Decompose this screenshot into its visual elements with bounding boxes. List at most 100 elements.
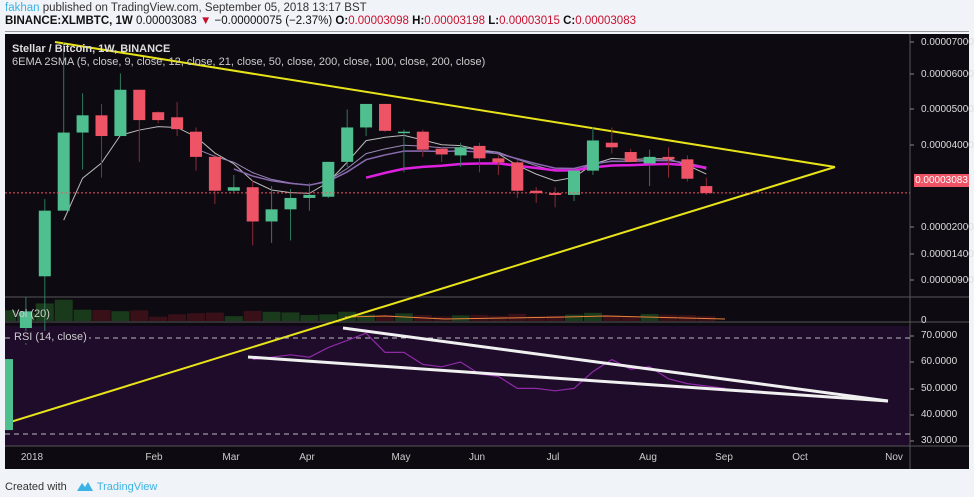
rsi-trendline-lower: [247, 355, 889, 403]
candle-body: [662, 156, 675, 160]
time-axis-label: Jun: [468, 452, 486, 463]
candle-body: [624, 152, 637, 162]
candle-body: [303, 194, 316, 198]
volume-bar: [621, 316, 640, 321]
open-value: 0.00003098: [348, 15, 409, 27]
volume-bar: [130, 310, 149, 321]
tradingview-logo-icon: [76, 482, 93, 491]
low-label: L:: [488, 15, 500, 27]
chart-area[interactable]: Stellar / Bitcoin, 1W, BINANCE 6EMA 2SMA…: [5, 34, 974, 469]
chart-title: Stellar / Bitcoin, 1W, BINANCE: [12, 43, 171, 55]
author-link[interactable]: fakhan: [5, 2, 40, 14]
volume-bar: [205, 312, 224, 321]
time-axis-label: Apr: [299, 452, 315, 463]
time-axis-label: May: [391, 452, 411, 463]
candle-body: [586, 140, 599, 171]
created-with-text: Created with: [5, 481, 67, 493]
volume-bar: [357, 314, 376, 321]
volume-bar: [546, 315, 565, 321]
time-axis-label: Feb: [145, 452, 163, 463]
candle-body: [473, 145, 486, 159]
volume-bar: [583, 312, 602, 321]
symbol: BINANCE:XLMBTC, 1W: [5, 15, 133, 27]
candle-body: [322, 161, 335, 197]
tradingview-link[interactable]: TradingView: [96, 481, 158, 493]
rsi-axis-label: 30.0000: [921, 435, 958, 446]
volume-bar: [243, 310, 262, 321]
time-axis-label: Oct: [792, 452, 808, 463]
time-axis-label: Jul: [546, 452, 560, 463]
volume-bar: [5, 310, 16, 321]
rsi-pane-bg: [5, 326, 910, 446]
symbol-info: BINANCE:XLMBTC, 1W 0.00003083 ▼ −0.00000…: [5, 15, 636, 27]
volume-bar: [262, 311, 281, 321]
candle-body: [95, 115, 108, 137]
candle-body: [454, 147, 467, 156]
price-axis-label: 0.00002000: [921, 222, 974, 233]
last-price: 0.00003083: [135, 15, 197, 27]
candle-body: [397, 131, 410, 134]
volume-bar: [451, 315, 470, 321]
volume-bar: [376, 314, 394, 321]
current-price-tag: 0.00003083: [914, 174, 969, 187]
volume-bar: [111, 311, 130, 321]
candle-body: [530, 190, 543, 194]
candle-body: [227, 187, 240, 191]
time-axis-label: Mar: [222, 452, 240, 463]
time-axis-label: Nov: [885, 452, 903, 463]
volume-bar: [565, 314, 583, 321]
down-arrow-icon: ▼: [199, 15, 212, 27]
volume-legend[interactable]: Vol (20): [12, 308, 50, 320]
volume-bar: [602, 315, 621, 321]
candle-body: [57, 132, 70, 211]
footer: Created with TradingView: [5, 478, 157, 493]
volume-bar: [338, 311, 357, 321]
volume-bar: [54, 299, 73, 321]
open-label: O:: [335, 15, 349, 27]
candle-body: [133, 89, 146, 121]
volume-bar: [281, 312, 300, 321]
header-divider: [5, 31, 969, 32]
rsi-axis-label: 40.0000: [921, 409, 958, 420]
candle-body: [5, 359, 13, 431]
rsi-axis-label: 60.0000: [921, 356, 958, 367]
volume-bar: [149, 316, 168, 321]
candle-body: [152, 112, 165, 121]
candle-body: [379, 103, 391, 131]
candle-body: [681, 159, 694, 179]
price-axis-label: 0.00005000: [921, 104, 974, 115]
indicator-legend[interactable]: 6EMA 2SMA (5, close, 9, close, 12, close…: [12, 56, 486, 68]
time-axis-label: Aug: [639, 452, 657, 463]
volume-bar: [187, 313, 205, 321]
volume-bar: [527, 316, 546, 321]
volume-bar: [168, 314, 187, 321]
candle-body: [265, 209, 278, 222]
candle-body: [435, 148, 448, 155]
price-axis-label: 0.00000900: [921, 275, 974, 286]
triangle-lower-line: [5, 166, 836, 425]
volume-bar: [300, 315, 319, 321]
candle-body: [549, 193, 562, 195]
high-label: H:: [412, 15, 425, 27]
time-axis-label: Sep: [715, 452, 733, 463]
candle-body: [38, 210, 51, 277]
time-axis-label: 2018: [20, 452, 44, 463]
chart-canvas[interactable]: [5, 34, 969, 469]
candle-body: [511, 162, 524, 191]
volume-bar: [319, 314, 338, 321]
publish-info: fakhan published on TradingView.com, Sep…: [5, 2, 367, 14]
rsi-legend[interactable]: RSI (14, close): [12, 331, 89, 343]
price-axis-label: 0.00006000: [921, 69, 974, 80]
volume-axis-label: 0: [921, 315, 927, 326]
candle-body: [76, 115, 89, 133]
candle-body: [208, 156, 221, 191]
candle-body: [284, 197, 297, 210]
candle-body: [246, 187, 259, 222]
low-value: 0.00003015: [499, 15, 560, 27]
volume-ma-line: [344, 315, 726, 320]
price-change: −0.00000075 (−2.37%): [214, 15, 333, 27]
candle-body: [19, 311, 32, 328]
volume-bar: [92, 309, 111, 321]
triangle-upper-line: [54, 41, 836, 168]
candle-body: [171, 117, 184, 130]
